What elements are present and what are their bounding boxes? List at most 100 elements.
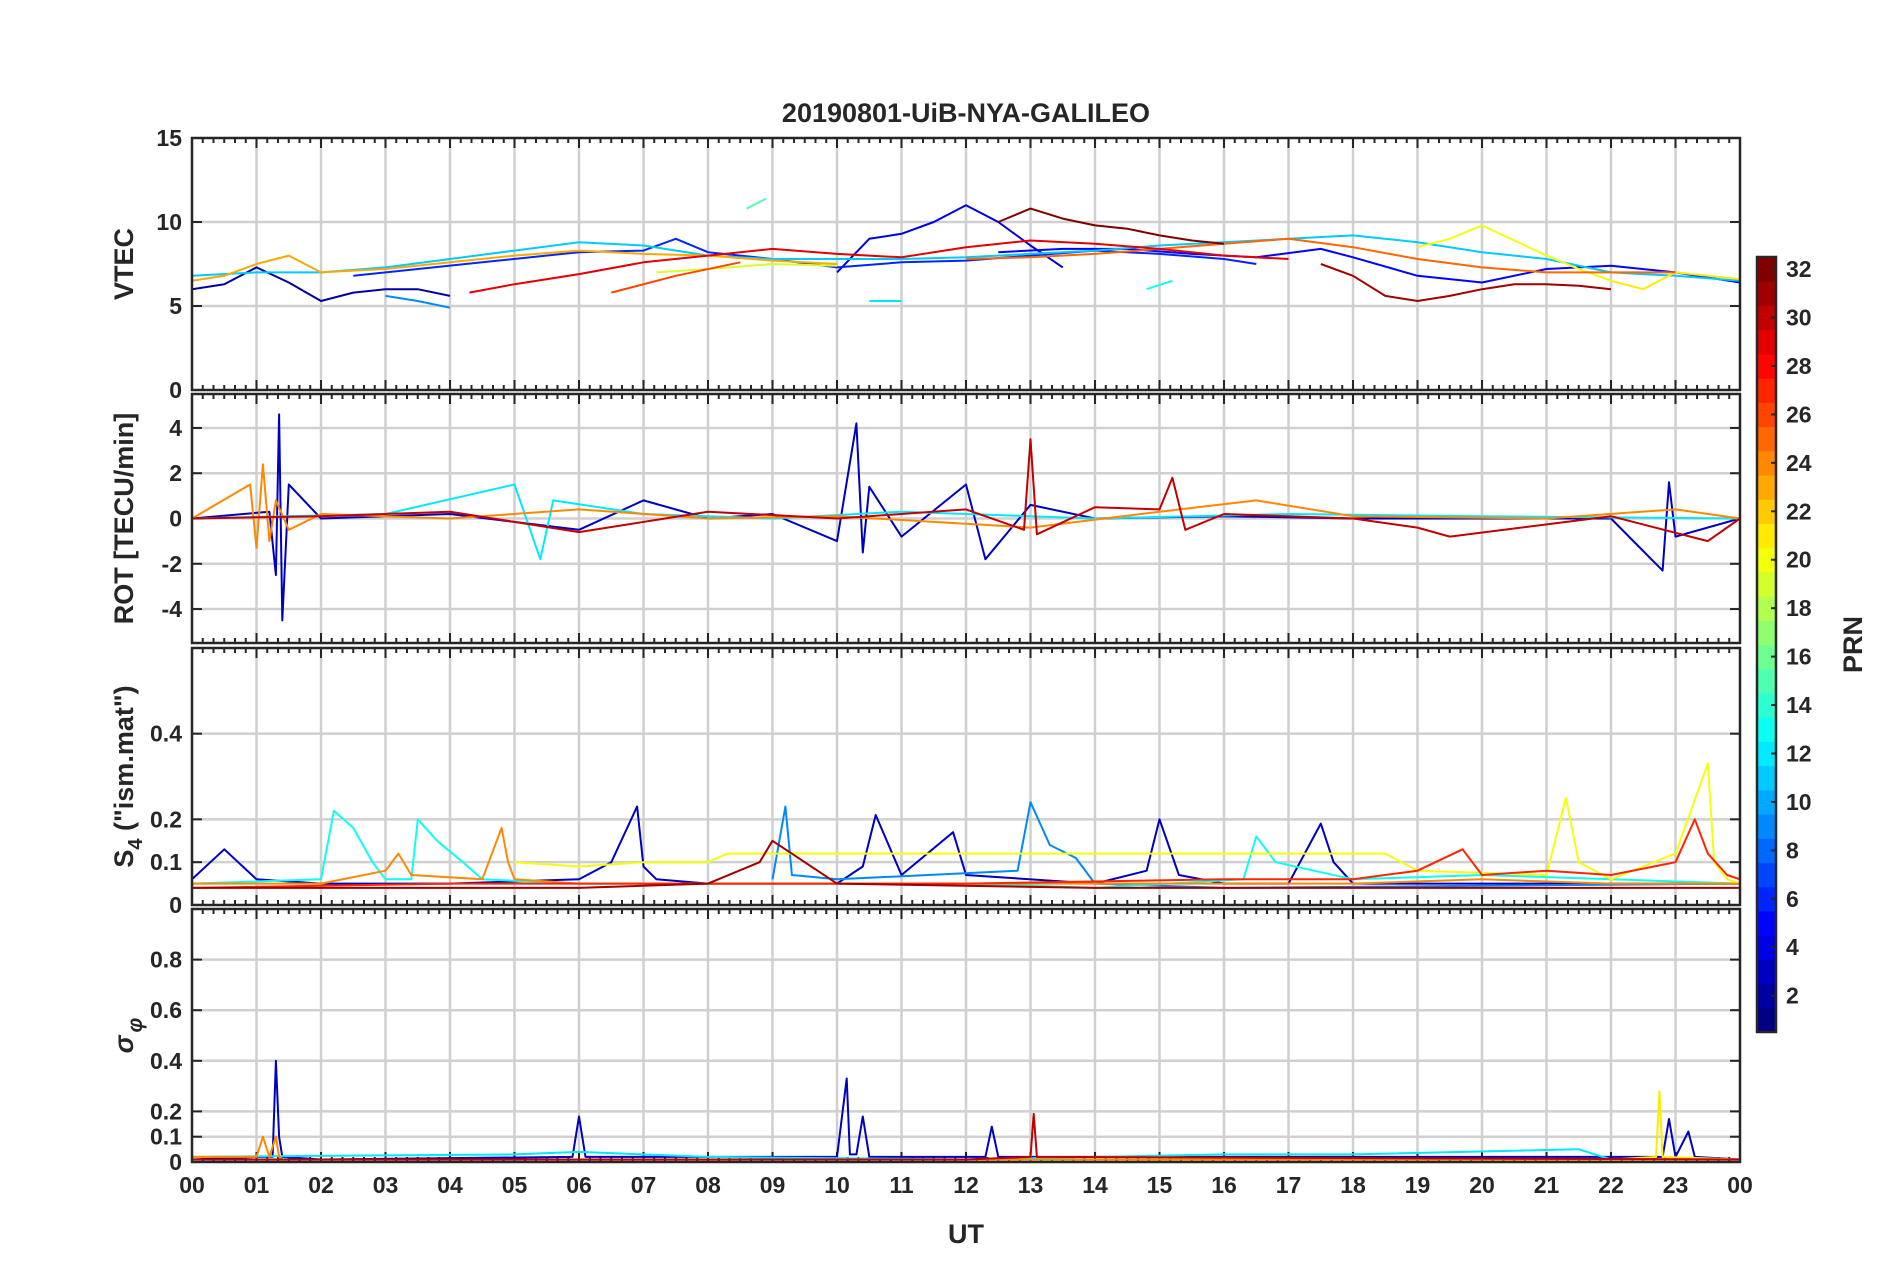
series-prn-24 bbox=[192, 463, 1740, 549]
x-tick-label: 13 bbox=[1018, 1172, 1044, 1198]
series-prn-20 bbox=[514, 762, 1740, 885]
colorbar-segment bbox=[1757, 620, 1776, 646]
colorbar-segment bbox=[1757, 910, 1776, 936]
x-tick-label: 07 bbox=[631, 1172, 657, 1198]
series-prn-9 bbox=[385, 294, 451, 309]
y-tick-label: 0.8 bbox=[150, 947, 182, 973]
x-tick-label: 12 bbox=[953, 1172, 979, 1198]
x-tick-label: 16 bbox=[1211, 1172, 1237, 1198]
series-prn-32 bbox=[997, 207, 1225, 245]
colorbar-segment bbox=[1757, 474, 1776, 500]
colorbar-tick-label: 2 bbox=[1786, 983, 1799, 1009]
axes-box bbox=[190, 392, 1742, 645]
colorbar-segment bbox=[1757, 959, 1776, 985]
series-group bbox=[192, 197, 1740, 309]
x-tick-label: 22 bbox=[1598, 1172, 1624, 1198]
series-group bbox=[192, 1059, 1740, 1161]
x-tick-label: 01 bbox=[244, 1172, 270, 1198]
colorbar-box bbox=[1755, 255, 1778, 1034]
series-prn-29 bbox=[469, 239, 1289, 294]
y-tick-label: 10 bbox=[156, 209, 182, 235]
series-group bbox=[192, 413, 1740, 622]
y-tick-label: 15 bbox=[156, 125, 182, 151]
colorbar-tick-label: 14 bbox=[1786, 692, 1812, 718]
figure-title: 20190801-UiB-NYA-GALILEO bbox=[782, 98, 1150, 128]
x-tick-label: 00 bbox=[179, 1172, 205, 1198]
colorbar-tick-label: 24 bbox=[1786, 450, 1812, 476]
series-prn-30 bbox=[192, 438, 1740, 543]
colorbar-segment bbox=[1757, 935, 1776, 960]
series-prn-26 bbox=[611, 261, 741, 294]
colorbar-tick-label: 12 bbox=[1786, 740, 1812, 766]
colorbar-tick-label: 10 bbox=[1786, 789, 1812, 815]
x-tick-label: 09 bbox=[760, 1172, 786, 1198]
colorbar-segment bbox=[1757, 571, 1776, 597]
series-prn-20 bbox=[1417, 224, 1612, 282]
y-tick-label: 0 bbox=[169, 377, 182, 403]
y-tick-label: -4 bbox=[162, 596, 183, 622]
x-tick-label: 18 bbox=[1340, 1172, 1366, 1198]
colorbar-segment bbox=[1757, 741, 1776, 767]
y-tick-label: 0.2 bbox=[150, 806, 182, 832]
y-tick-label: 5 bbox=[169, 293, 182, 319]
series-prn-2 bbox=[192, 266, 451, 302]
axes-box bbox=[190, 907, 1742, 1164]
colorbar-tick-label: 20 bbox=[1786, 547, 1812, 573]
series-prn-31 bbox=[192, 839, 1740, 889]
x-tick-label: 06 bbox=[566, 1172, 592, 1198]
colorbar-segment bbox=[1757, 450, 1776, 476]
colorbar-tick-label: 16 bbox=[1786, 644, 1812, 670]
colorbar-segment bbox=[1757, 499, 1776, 525]
series-prn-24 bbox=[192, 826, 1740, 885]
colorbar-tick-label: 26 bbox=[1786, 401, 1812, 427]
y-tick-label: 0.6 bbox=[150, 997, 182, 1023]
x-tick-label: 08 bbox=[695, 1172, 721, 1198]
y-axis-label: S4 ("ism.mat") bbox=[109, 685, 147, 867]
panel-4: 00.10.2 0.4 0.6 0.8 σφ bbox=[109, 907, 1742, 1175]
y-tick-label: 0.2 bbox=[150, 1098, 182, 1124]
y-tick-label: 0 bbox=[169, 892, 182, 918]
colorbar-segment bbox=[1757, 886, 1776, 912]
colorbar-segment bbox=[1757, 523, 1776, 549]
panel-2: -4 -2 0 2 4 ROT [TECU/min] bbox=[109, 392, 1742, 645]
y-tick-label: 0 bbox=[169, 506, 182, 532]
colorbar-tick-label: 4 bbox=[1786, 934, 1799, 960]
x-tick-label: 04 bbox=[437, 1172, 463, 1198]
series-prn-25 bbox=[965, 237, 1676, 274]
series-prn-11 bbox=[192, 234, 1740, 282]
colorbar-segment bbox=[1757, 305, 1776, 331]
colorbar-segment bbox=[1757, 717, 1776, 742]
colorbar-segment bbox=[1757, 668, 1776, 694]
colorbar-segment bbox=[1757, 402, 1776, 428]
series-prn-15 bbox=[746, 197, 767, 210]
colorbar-segment bbox=[1757, 983, 1776, 1009]
colorbar-segment bbox=[1757, 765, 1776, 791]
y-axis-label: VTEC bbox=[109, 228, 139, 300]
x-tick-label: 17 bbox=[1276, 1172, 1302, 1198]
series-prn-30 bbox=[192, 1112, 1740, 1161]
y-axis-label: ROT [TECU/min] bbox=[109, 413, 139, 624]
y-tick-label: 4 bbox=[169, 415, 182, 441]
series-prn-13 bbox=[1146, 279, 1173, 291]
colorbar-segment bbox=[1757, 426, 1776, 452]
x-tick-label: 19 bbox=[1405, 1172, 1431, 1198]
colorbar-segment bbox=[1757, 329, 1776, 355]
colorbar-segment bbox=[1757, 692, 1776, 718]
colorbar-segment bbox=[1757, 257, 1776, 282]
colorbar-segment bbox=[1757, 644, 1776, 670]
x-tick-label: 15 bbox=[1147, 1172, 1173, 1198]
colorbar-tick-label: 28 bbox=[1786, 353, 1812, 379]
x-tick-label: 05 bbox=[502, 1172, 528, 1198]
colorbar-segment bbox=[1757, 789, 1776, 815]
axes-box bbox=[190, 136, 1742, 392]
x-tick-label: 03 bbox=[373, 1172, 399, 1198]
y-tick-label: 0.1 bbox=[150, 849, 182, 875]
colorbar-segment bbox=[1757, 814, 1776, 839]
x-tick-label: 02 bbox=[308, 1172, 334, 1198]
colorbar-tick-label: 22 bbox=[1786, 498, 1812, 524]
x-axis-tick-labels: 00 01 02 03 04 05 06 07 08 09 10 11 12 13 14 15 16 17 18 19… bbox=[179, 1172, 1753, 1198]
colorbar-tick-label: 8 bbox=[1786, 837, 1799, 863]
colorbar-tick-label: 32 bbox=[1786, 256, 1812, 282]
